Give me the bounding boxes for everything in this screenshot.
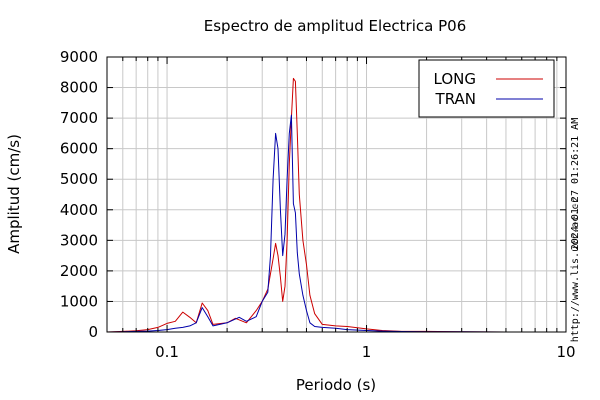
axis-ticks (106, 56, 567, 333)
x-tick-label: 10 (556, 343, 575, 361)
source-url-label: http://www.lis.ucr.ac.cr (570, 198, 581, 343)
axis-tick-labels: 0.1 1 10 0 1000 2000 3000 4000 5000 6000 7000 8000 9… (60, 48, 576, 361)
x-tick-label: 0.1 (155, 343, 179, 361)
y-tick-label: 4000 (60, 201, 98, 219)
y-tick-label: 0 (88, 323, 98, 341)
y-tick-label: 1000 (60, 292, 98, 310)
y-tick-label: 6000 (60, 140, 98, 158)
series-line-long (106, 77, 566, 333)
y-tick-label: 8000 (60, 79, 98, 97)
legend-box (418, 59, 555, 118)
x-tick-label: 1 (362, 343, 372, 361)
y-axis-title: Amplitud (cm/s) (5, 134, 23, 254)
chart-title: Espectro de amplitud Electrica P06 (204, 17, 467, 35)
timestamp-label: 2024-01-27 01:26:21 AM (570, 118, 581, 250)
series-group (106, 77, 566, 333)
y-tick-label: 2000 (60, 262, 98, 280)
plot-frame (106, 56, 567, 333)
y-tick-label: 3000 (60, 231, 98, 249)
legend: LONG TRAN (418, 59, 555, 118)
y-tick-label: 7000 (60, 109, 98, 127)
series-line-tran (106, 114, 566, 333)
y-tick-label: 9000 (60, 48, 98, 66)
y-tick-label: 5000 (60, 170, 98, 188)
grid (106, 56, 567, 333)
x-axis-title: Periodo (s) (296, 376, 376, 394)
legend-label-tran: TRAN (435, 90, 476, 108)
legend-label-long: LONG (434, 70, 476, 88)
